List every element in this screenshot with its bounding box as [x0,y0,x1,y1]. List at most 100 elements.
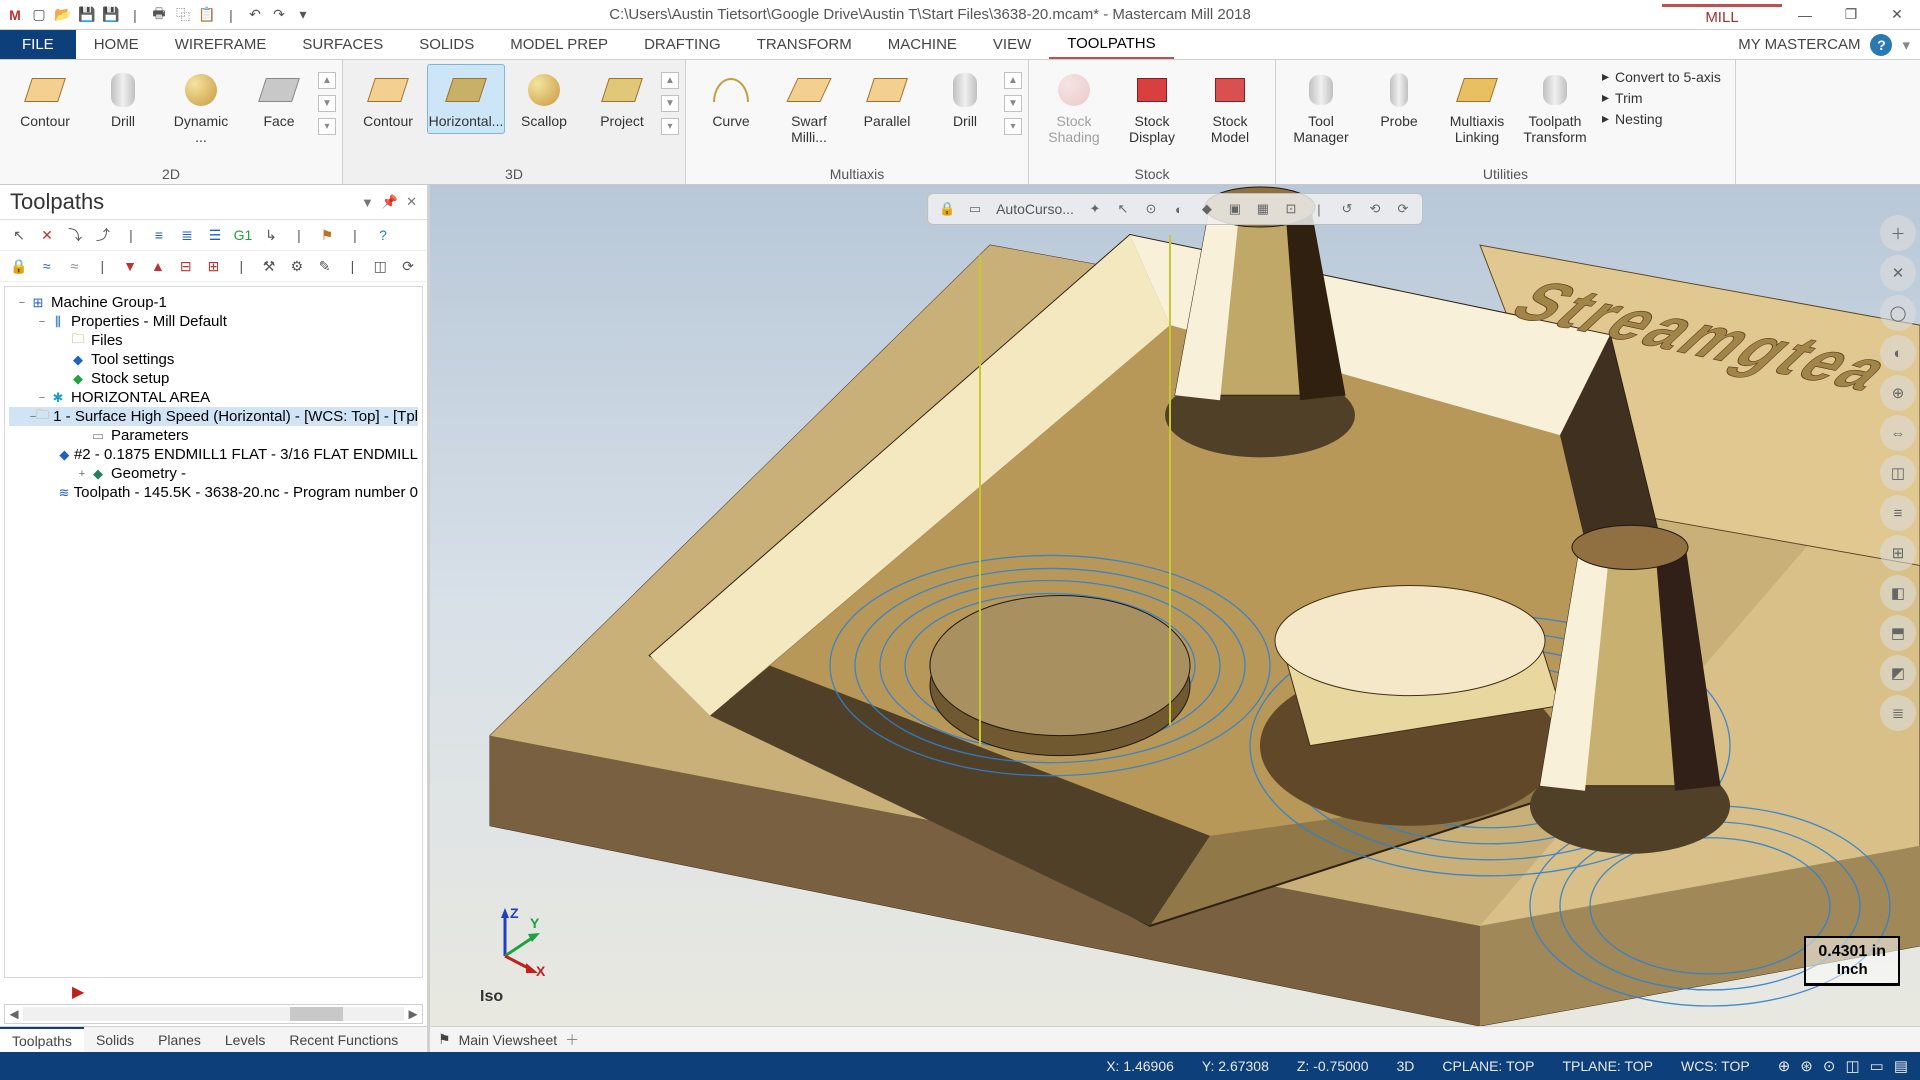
tree-node[interactable]: ▭Parameters [9,426,418,445]
approx-icon[interactable]: ≈ [36,255,58,277]
rt3-icon[interactable]: ◯ [1880,295,1916,331]
tree-twisty-icon[interactable]: + [75,468,89,480]
panel-h-scrollbar[interactable]: ◄ ► [4,1004,423,1024]
tree-node[interactable]: −🗀1 - Surface High Speed (Horizontal) - … [9,407,418,426]
util-convert-to-5-axis[interactable]: ▸Convert to 5-axis [1602,68,1721,85]
ribbon-drill[interactable]: Drill [926,64,1004,134]
view1-icon[interactable]: ◫ [369,255,391,277]
tab-drafting[interactable]: DRAFTING [626,30,739,59]
status-i2-icon[interactable]: ⊛ [1800,1057,1813,1075]
ft11-icon[interactable]: ⟳ [1392,198,1414,220]
select-x-icon[interactable]: ✕ [36,224,58,246]
ribbon-parallel[interactable]: Parallel [848,64,926,134]
gallery-up-icon[interactable]: ▲ [661,72,679,89]
tab-wireframe[interactable]: WIREFRAME [157,30,285,59]
tree-node[interactable]: −✱HORIZONTAL AREA [9,388,418,407]
tab-surfaces[interactable]: SURFACES [284,30,401,59]
ribbon-dynamic-[interactable]: Dynamic... [162,64,240,150]
status-tplane[interactable]: TPLANE: TOP [1562,1058,1653,1074]
tree-node[interactable]: ≋Toolpath - 145.5K - 3638-20.nc - Progra… [9,483,418,502]
ft4-icon[interactable]: ◐ [1168,198,1190,220]
ft5-icon[interactable]: ◆ [1196,198,1218,220]
ft1-icon[interactable]: ✦ [1084,198,1106,220]
bottom-tab-toolpaths[interactable]: Toolpaths [0,1027,84,1052]
tab-model-prep[interactable]: MODEL PREP [492,30,626,59]
ribbon-scallop[interactable]: Scallop [505,64,583,134]
rt2-icon[interactable]: ✕ [1880,255,1916,291]
saveas-icon[interactable]: 💾 [100,4,122,26]
list1-icon[interactable]: ≡ [148,224,170,246]
tab-transform[interactable]: TRANSFORM [739,30,870,59]
operations-tree[interactable]: −⊞Machine Group-1−⫼Properties - Mill Def… [4,286,423,978]
viewport-floating-toolbar[interactable]: 🔒 ▭ AutoCurso... ✦ ↖ ⊙ ◐ ◆ ▣ ▦ ⊡ | ↺ ⟲ ⟳ [927,193,1423,225]
expand-icon[interactable]: ⊞ [203,255,225,277]
status-mode[interactable]: 3D [1396,1058,1414,1074]
close-button[interactable]: ✕ [1874,0,1920,30]
app-icon[interactable]: M [4,4,26,26]
gallery-more-icon[interactable]: ▾ [661,118,679,135]
ft2-icon[interactable]: ↖ [1112,198,1134,220]
rt7-icon[interactable]: ◫ [1880,455,1916,491]
ribbon-contour[interactable]: Contour [349,64,427,134]
zoom-in-icon[interactable]: ＋ [1880,215,1916,251]
rt10-icon[interactable]: ◧ [1880,575,1916,611]
tool1-icon[interactable]: ⚒ [258,255,280,277]
insert-icon[interactable]: ⤵ [64,224,86,246]
g1-icon[interactable]: G1 [232,224,254,246]
ribbon-stock-model[interactable]: StockModel [1191,64,1269,150]
viewport-3d[interactable]: Streamgtea 🔒 ▭ AutoCurso... ✦ ↖ ⊙ ◐ ◆ ▣ … [430,185,1920,1026]
tree-twisty-icon[interactable]: − [35,316,49,328]
ft3-icon[interactable]: ⊙ [1140,198,1162,220]
rt6-icon[interactable]: ⇔ [1880,415,1916,451]
panel-dropdown-icon[interactable]: ▼ [361,195,374,210]
ribbon-horizontal-[interactable]: Horizontal... [427,64,505,134]
ribbon-project[interactable]: Project [583,64,661,134]
rt11-icon[interactable]: ⬒ [1880,615,1916,651]
util-trim[interactable]: ▸Trim [1602,89,1721,106]
view2-icon[interactable]: ⟳ [397,255,419,277]
insert-x-icon[interactable]: ⤴ [92,224,114,246]
ft10-icon[interactable]: ⟲ [1364,198,1386,220]
tree-twisty-icon[interactable]: − [15,297,29,309]
ft7-icon[interactable]: ▦ [1252,198,1274,220]
bottom-tab-levels[interactable]: Levels [213,1027,277,1052]
new-icon[interactable]: ▢ [28,4,50,26]
ft8-icon[interactable]: ⊡ [1280,198,1302,220]
up-icon[interactable]: ▲ [147,255,169,277]
tool3-icon[interactable]: ✎ [314,255,336,277]
my-mastercam-link[interactable]: MY MASTERCAM [1738,36,1860,53]
save-icon[interactable]: 💾 [76,4,98,26]
lock-icon[interactable]: 🔒 [8,255,30,277]
gallery-down-icon[interactable]: ▼ [661,95,679,112]
ribbon-tool-manager[interactable]: ToolManager [1282,64,1360,150]
ribbon-drill[interactable]: Drill [84,64,162,134]
viewsheet-add-icon[interactable]: ＋ [565,1030,579,1050]
file-tab[interactable]: FILE [0,30,76,59]
help-icon[interactable]: ? [1870,34,1892,56]
undo-icon[interactable]: ↶ [244,4,266,26]
ft9-icon[interactable]: ↺ [1336,198,1358,220]
ribbon-face[interactable]: Face [240,64,318,134]
print-icon[interactable]: 🖶 [148,4,170,26]
status-i1-icon[interactable]: ⊕ [1778,1057,1791,1075]
copy-icon[interactable]: ⿻ [172,4,194,26]
list2-icon[interactable]: ≣ [176,224,198,246]
qat-dropdown-icon[interactable]: ▾ [292,4,314,26]
ribbon-swarf-milli-[interactable]: SwarfMilli... [770,64,848,150]
tree-node[interactable]: +◆Geometry - [9,464,418,483]
scroll-right-icon[interactable]: ► [404,1006,422,1023]
viewsheet-tab[interactable]: Main Viewsheet [459,1032,558,1048]
gallery-down-icon[interactable]: ▼ [1004,95,1022,112]
viewsheet-flag-icon[interactable]: ⚑ [438,1031,451,1048]
collapse-icon[interactable]: ⊟ [175,255,197,277]
tree-node[interactable]: ◆Tool settings [9,350,418,369]
list3-icon[interactable]: ☰ [204,224,226,246]
tree-node[interactable]: −⫼Properties - Mill Default [9,312,418,331]
down-icon[interactable]: ▼ [119,255,141,277]
gallery-more-icon[interactable]: ▾ [318,118,336,135]
rt13-icon[interactable]: ≣ [1880,695,1916,731]
panel-pin-icon[interactable]: 📌 [382,194,398,210]
gallery-up-icon[interactable]: ▲ [1004,72,1022,89]
open-icon[interactable]: 📂 [52,4,74,26]
ribbon-probe[interactable]: Probe [1360,64,1438,150]
